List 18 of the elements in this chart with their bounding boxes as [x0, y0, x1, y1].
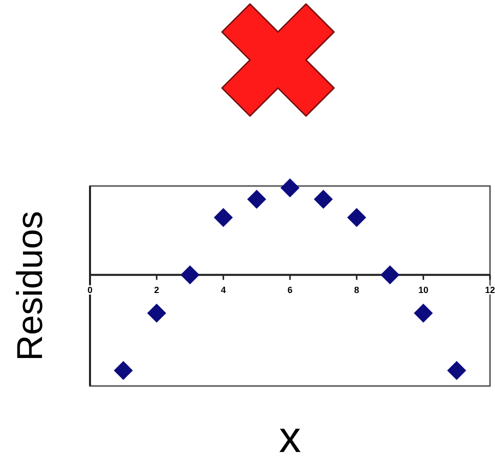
x-tick-label: 4 — [220, 284, 226, 295]
point — [347, 208, 366, 227]
point — [380, 265, 400, 284]
point — [180, 265, 200, 284]
x-tick-label: 8 — [354, 284, 360, 295]
x-tick-label: 10 — [418, 284, 428, 295]
x-tick-label: 2 — [154, 284, 160, 295]
point — [280, 178, 300, 198]
y-axis-title: Residuos — [9, 210, 50, 362]
point — [247, 190, 266, 209]
point — [214, 208, 233, 227]
point — [447, 360, 466, 380]
point — [314, 190, 333, 209]
x-tick-label: 6 — [287, 284, 293, 295]
point — [414, 304, 433, 323]
point — [114, 360, 133, 380]
x-axis-title: x — [279, 413, 301, 462]
point — [147, 304, 166, 323]
